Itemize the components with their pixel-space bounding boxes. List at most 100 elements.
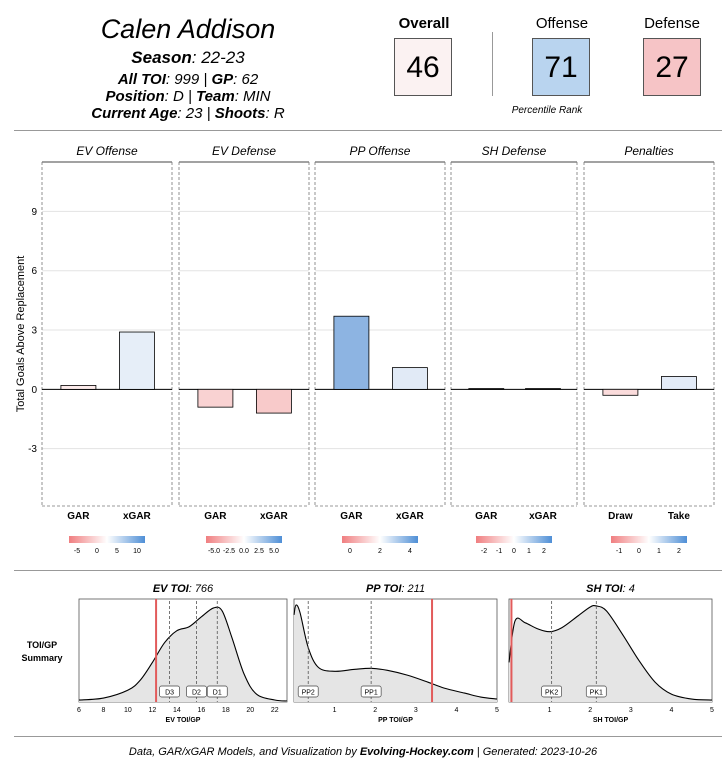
shoots-label: Shoots bbox=[214, 105, 266, 122]
summary-label: Summary bbox=[21, 653, 62, 663]
category-label: GAR bbox=[204, 511, 227, 522]
bar-xgar bbox=[255, 388, 292, 414]
defense-score-box: 27 bbox=[643, 38, 701, 96]
density-title-value: : 211 bbox=[401, 583, 425, 595]
x-tick-label: 8 bbox=[102, 707, 106, 714]
color-legend-tick: 0 bbox=[512, 548, 516, 555]
panel-title: SH Defense bbox=[482, 144, 547, 158]
role-marker-box bbox=[186, 685, 207, 698]
gp-label: GP bbox=[211, 71, 234, 88]
overall-label: Overall bbox=[398, 15, 450, 32]
x-tick-label: 2 bbox=[373, 707, 377, 714]
color-legend-tick: 2.5 bbox=[254, 548, 264, 555]
age-label: Current Age bbox=[91, 105, 178, 122]
role-marker-label: D1 bbox=[213, 690, 222, 697]
score-divider bbox=[492, 32, 493, 96]
x-tick-label: 12 bbox=[149, 707, 157, 714]
x-tick-label: 2 bbox=[588, 707, 592, 714]
color-legend-tick: 10 bbox=[133, 548, 141, 555]
category-label: GAR bbox=[67, 511, 90, 522]
density-title: PP TOI: 211 bbox=[366, 583, 425, 595]
color-legend-tick: 2 bbox=[677, 548, 681, 555]
shoots-value: : R bbox=[265, 105, 285, 122]
category-label: xGAR bbox=[260, 511, 289, 522]
role-marker-box bbox=[360, 685, 382, 698]
footer-prefix: Data, GAR/xGAR Models, and Visualization… bbox=[128, 746, 360, 758]
x-tick-label: 3 bbox=[414, 707, 418, 714]
category-label: xGAR bbox=[396, 511, 425, 522]
offense-score-box: 71 bbox=[532, 38, 590, 96]
y-axis-label: Total Goals Above Replacement bbox=[15, 256, 27, 413]
density-curve bbox=[508, 605, 713, 701]
color-legend-tick: -2 bbox=[481, 548, 487, 555]
y-tick-label: 6 bbox=[31, 266, 37, 277]
density-curve bbox=[78, 606, 288, 702]
density-title-bold: EV TOI bbox=[153, 583, 190, 595]
position-team-line: Position: D | Team: MIN bbox=[40, 88, 336, 105]
overall-score-box: 46 bbox=[394, 38, 452, 96]
x-axis-label: EV TOI/GP bbox=[166, 717, 201, 724]
category-label: xGAR bbox=[529, 511, 558, 522]
role-marker-box bbox=[159, 685, 180, 698]
panel-title: Penalties bbox=[624, 144, 673, 158]
bar-xgar bbox=[525, 388, 561, 390]
gp-value: : 62 bbox=[233, 71, 259, 88]
bottom-divider bbox=[14, 736, 722, 737]
color-legend-tick: 0 bbox=[637, 548, 641, 555]
x-tick-label: 3 bbox=[629, 707, 633, 714]
age-shoots-line: Current Age: 23 | Shoots: R bbox=[40, 105, 336, 122]
role-marker-label: PP2 bbox=[302, 690, 315, 697]
x-tick-label: 1 bbox=[333, 707, 337, 714]
x-tick-label: 10 bbox=[124, 707, 132, 714]
color-legend-tick: 5 bbox=[115, 548, 119, 555]
role-marker-label: D2 bbox=[192, 690, 201, 697]
density-title-value: : 766 bbox=[189, 583, 214, 595]
defense-label: Defense bbox=[644, 15, 700, 32]
x-tick-label: 18 bbox=[222, 707, 230, 714]
color-legend-tick: 2 bbox=[542, 548, 546, 555]
density-title-bold: PP TOI bbox=[366, 583, 402, 595]
color-legend-tick: 1 bbox=[527, 548, 531, 555]
team-value: : MIN bbox=[234, 88, 271, 105]
color-legend-tick: -5.0 bbox=[208, 548, 220, 555]
role-marker-box bbox=[206, 685, 228, 698]
role-marker-label: PK1 bbox=[590, 690, 603, 697]
color-legend-tick: -5 bbox=[74, 548, 80, 555]
density-title: EV TOI: 766 bbox=[153, 583, 214, 595]
role-marker-label: PK2 bbox=[545, 690, 558, 697]
density-area bbox=[294, 604, 497, 702]
x-tick-label: 14 bbox=[173, 707, 181, 714]
x-tick-label: 5 bbox=[710, 707, 714, 714]
category-label: Draw bbox=[608, 511, 633, 522]
summary-label: TOI/GP bbox=[27, 640, 57, 650]
color-legend-bar bbox=[206, 536, 282, 543]
season-label: Season bbox=[131, 48, 192, 67]
x-tick-label: 1 bbox=[548, 707, 552, 714]
middle-divider bbox=[14, 570, 722, 571]
y-tick-label: 9 bbox=[31, 207, 37, 218]
season-line: Season: 22-23 bbox=[40, 48, 336, 68]
color-legend-tick: -2.5 bbox=[223, 548, 235, 555]
x-tick-label: 4 bbox=[669, 707, 673, 714]
panel-title: EV Offense bbox=[76, 144, 138, 158]
color-legend-bar bbox=[342, 536, 418, 543]
color-legend-bar bbox=[611, 536, 687, 543]
bar-xgar bbox=[391, 367, 428, 390]
role-marker-box bbox=[585, 685, 607, 698]
color-legend-tick: 2 bbox=[378, 548, 382, 555]
role-marker-label: PP1 bbox=[365, 690, 378, 697]
y-tick-label: 0 bbox=[31, 385, 37, 396]
x-tick-label: 6 bbox=[77, 707, 81, 714]
position-label: Position bbox=[105, 88, 165, 105]
density-title-bold: SH TOI bbox=[586, 583, 623, 595]
density-title-value: : 4 bbox=[623, 583, 635, 595]
x-tick-label: 5 bbox=[495, 707, 499, 714]
x-tick-label: 22 bbox=[271, 707, 279, 714]
panel-title: EV Defense bbox=[212, 144, 276, 158]
category-label: xGAR bbox=[123, 511, 152, 522]
x-tick-label: 20 bbox=[246, 707, 254, 714]
team-label: Team bbox=[196, 88, 235, 105]
position-value: : D | bbox=[164, 88, 197, 105]
panel-title: PP Offense bbox=[350, 144, 411, 158]
season-value: : 22-23 bbox=[191, 48, 245, 67]
